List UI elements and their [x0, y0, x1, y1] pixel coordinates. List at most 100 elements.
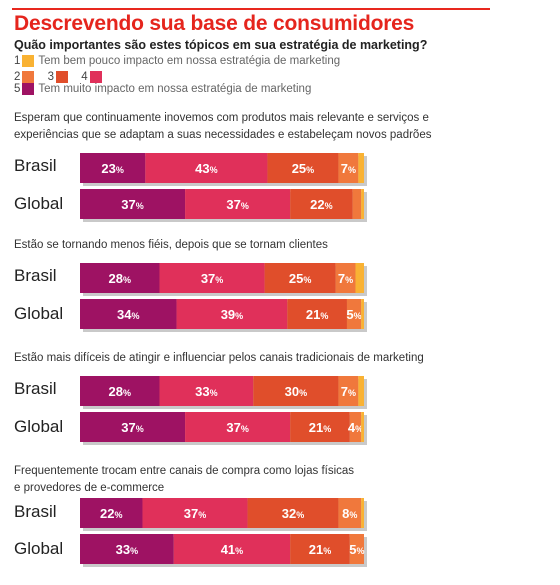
bar-segment-global-1-level-2	[352, 189, 362, 219]
bar-segment-global-1-level-5	[80, 189, 186, 219]
legend-row-high: 2 3 4 5 Tem muito impacto em nossa estra…	[14, 71, 414, 96]
question-3-line-1: Estão mais difíceis de atingir e influen…	[14, 352, 424, 364]
bar-segment-brasil-1-level-1	[358, 153, 364, 183]
chart-title: Descrevendo sua base de consumidores	[14, 12, 415, 35]
bar-segment-brasil-3-level-4	[159, 376, 254, 406]
bar-segment-brasil-1-level-5	[80, 153, 146, 183]
bar-segment-global-4-level-4	[173, 534, 291, 564]
bar-segment-global-1-level-3	[290, 189, 353, 219]
bar-segment-global-3-level-4	[185, 412, 291, 442]
bar-segment-brasil-4-level-2	[338, 498, 362, 528]
question-1-line-2: experiências que se adaptam a suas neces…	[14, 129, 432, 141]
chart-subtitle: Quão importantes são estes tópicos em su…	[14, 38, 428, 52]
bar-label-brasil-2-level-2: 7%	[338, 271, 353, 286]
legend-item-1: 1 Tem bem pouco impacto em nossa estraté…	[14, 55, 340, 67]
question-3: Estão mais difíceis de atingir e influen…	[14, 350, 424, 367]
bar-segment-brasil-3-level-3	[253, 376, 339, 406]
bar-label-global-2-level-5: 34%	[117, 307, 139, 322]
bar-label-brasil-2-level-4: 37%	[201, 271, 223, 286]
bar-label-brasil-1-level-5: 23%	[101, 161, 123, 176]
bar-segment-global-4-level-5	[80, 534, 174, 564]
bar-segment-global-3-level-5	[80, 412, 186, 442]
legend-num-1: 1	[14, 55, 21, 67]
bar-segment-brasil-3-level-2	[338, 376, 359, 406]
bar-label-global-2-level-4: 39%	[221, 307, 243, 322]
legend-swatch-4	[89, 71, 102, 83]
question-4-line-2: e provedores de e-commerce	[14, 482, 165, 494]
bar-label-global-3-level-5: 37%	[121, 420, 143, 435]
bar-label-brasil-1-level-2: 7%	[341, 161, 356, 176]
legend-item-5: 5 Tem muito impacto em nossa estratégia …	[14, 83, 312, 96]
bar-segment-global-2-level-5	[80, 299, 177, 329]
bar-label-global-1-level-4: 37%	[226, 197, 248, 212]
legend-swatch-2	[22, 71, 35, 83]
bar-segment-brasil-2-level-4	[159, 263, 265, 293]
question-1-line-1: Esperam que continuamente inovemos com p…	[14, 112, 429, 124]
bar-label-brasil-3-level-3: 30%	[285, 384, 307, 399]
legend-num-5: 5	[14, 83, 21, 96]
bar-segment-brasil-2-level-2	[335, 263, 356, 293]
bar-segment-brasil-1-level-3	[267, 153, 339, 183]
bar-label-global-2-level-3: 21%	[306, 307, 328, 322]
bar-segment-brasil-2-level-3	[264, 263, 336, 293]
legend-item-3: 3	[48, 71, 72, 83]
bar-label-brasil-3-level-5: 28%	[109, 384, 131, 399]
legend-swatch-3	[56, 71, 69, 83]
bar-segment-brasil-4-level-1	[361, 498, 364, 528]
bar-segment-global-4-level-2	[349, 534, 364, 564]
bar-segment-global-2-level-4	[176, 299, 288, 329]
row-label-global-4: Global	[14, 539, 64, 558]
legend-num-3: 3	[47, 71, 55, 83]
row-label-brasil-2: Brasil	[14, 266, 57, 285]
bar-segment-brasil-4-level-4	[142, 498, 248, 528]
bar-label-brasil-3-level-2: 7%	[341, 384, 356, 399]
bar-segment-global-2-level-2	[346, 299, 362, 329]
bar-label-global-4-level-4: 41%	[221, 542, 243, 557]
bar-label-brasil-1-level-4: 43%	[195, 161, 217, 176]
row-label-global-1: Global	[14, 194, 64, 213]
bar-segment-brasil-1-level-2	[338, 153, 359, 183]
bar-segment-global-3-level-2	[349, 412, 362, 442]
bar-label-global-4-level-2: 5%	[349, 542, 364, 557]
bar-segment-global-2-level-1	[361, 299, 364, 329]
bar-segment-global-3-level-1	[361, 412, 364, 442]
legend-num-4: 4	[81, 71, 88, 83]
bar-label-global-2-level-2: 5%	[346, 307, 361, 322]
bar-label-brasil-4-level-3: 32%	[282, 506, 304, 521]
row-label-brasil-4: Brasil	[14, 502, 57, 521]
legend-swatch-1	[22, 55, 35, 67]
bar-label-brasil-1-level-3: 25%	[292, 161, 314, 176]
bar-label-global-4-level-3: 21%	[309, 542, 331, 557]
legend-high-label: Tem muito impacto em nossa estratégia de…	[38, 83, 312, 96]
question-4: Frequentemente trocam entre canais de co…	[14, 463, 414, 497]
legend-row-low: 1 Tem bem pouco impacto em nossa estraté…	[14, 55, 414, 71]
row-label-global-2: Global	[14, 304, 64, 323]
bar-segment-global-1-level-1	[361, 189, 364, 219]
bar-segment-global-1-level-4	[185, 189, 291, 219]
legend-num-2: 2	[14, 71, 21, 83]
row-label-global-3: Global	[14, 417, 64, 436]
question-4-line-1: Frequentemente trocam entre canais de co…	[14, 465, 355, 477]
bar-label-brasil-4-level-2: 8%	[342, 506, 357, 521]
bar-segment-brasil-4-level-5	[80, 498, 143, 528]
title-rule	[12, 8, 490, 10]
bar-label-brasil-3-level-4: 33%	[195, 384, 217, 399]
bar-segment-brasil-3-level-5	[80, 376, 160, 406]
bar-label-brasil-4-level-5: 22%	[100, 506, 122, 521]
bar-segment-brasil-2-level-1	[355, 263, 364, 293]
bar-segment-brasil-3-level-1	[358, 376, 364, 406]
bar-segment-brasil-2-level-5	[80, 263, 160, 293]
bar-label-global-3-level-4: 37%	[226, 420, 248, 435]
bar-label-global-4-level-5: 33%	[116, 542, 138, 557]
bar-label-brasil-2-level-5: 28%	[109, 271, 131, 286]
bar-segment-brasil-1-level-4	[145, 153, 268, 183]
bar-label-brasil-2-level-3: 25%	[289, 271, 311, 286]
row-label-brasil-1: Brasil	[14, 156, 57, 175]
bar-segment-brasil-4-level-3	[247, 498, 339, 528]
bar-label-global-1-level-5: 37%	[121, 197, 143, 212]
legend-swatch-5	[22, 83, 35, 96]
bar-segment-global-3-level-3	[290, 412, 350, 442]
bar-label-global-3-level-2: 4%	[348, 420, 363, 435]
bar-label-brasil-4-level-4: 37%	[184, 506, 206, 521]
